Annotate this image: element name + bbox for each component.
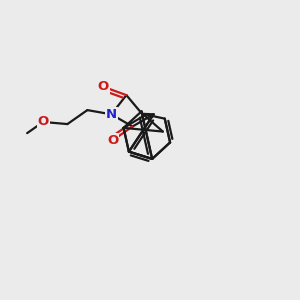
- Text: N: N: [106, 108, 117, 121]
- Text: O: O: [38, 116, 49, 128]
- Text: O: O: [98, 80, 109, 93]
- Text: O: O: [107, 134, 118, 147]
